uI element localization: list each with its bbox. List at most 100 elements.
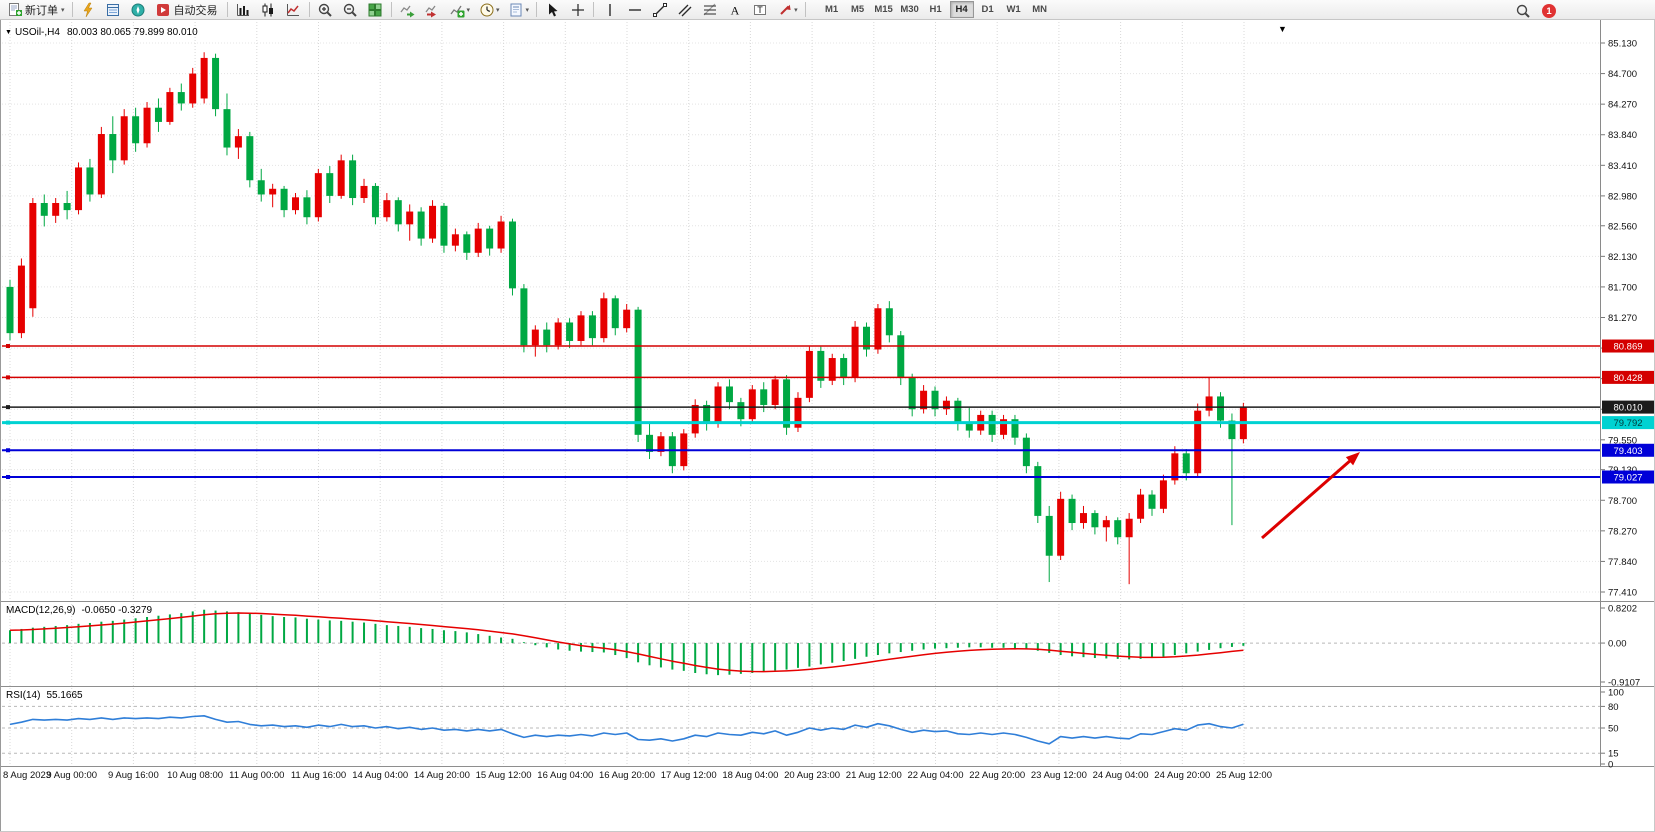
fibonacci-button[interactable] — [697, 1, 722, 19]
crosshair-icon — [569, 2, 586, 18]
bar-chart-icon — [235, 2, 252, 18]
svg-text:50: 50 — [1608, 724, 1619, 735]
notification-badge[interactable]: 1 — [1542, 4, 1556, 18]
time-scale[interactable] — [0, 768, 1655, 832]
timeframe-w1[interactable]: W1 — [1002, 1, 1026, 18]
svg-text:-0.9107: -0.9107 — [1608, 678, 1640, 689]
templates-button[interactable]: ▾ — [504, 1, 534, 19]
svg-text:77.840: 77.840 — [1608, 557, 1637, 568]
zoom-out-button[interactable] — [338, 1, 363, 19]
trendline-button[interactable] — [647, 1, 672, 19]
zoom-in-button[interactable] — [313, 1, 338, 19]
market-watch-button[interactable] — [101, 1, 126, 19]
indicators-button[interactable]: ▾ — [445, 1, 475, 19]
svg-text:0.00: 0.00 — [1608, 639, 1627, 650]
svg-text:83.840: 83.840 — [1608, 130, 1637, 141]
metaeditor-icon — [80, 2, 97, 18]
svg-text:23 Aug 12:00: 23 Aug 12:00 — [1031, 770, 1087, 781]
fibonacci-icon — [701, 2, 718, 18]
price-chart[interactable]: 85.130 84.700 84.270 83.840 83.410 82.980 82.5… — [0, 20, 1655, 832]
svg-text:81.700: 81.700 — [1608, 282, 1637, 293]
toolbar-separator — [226, 2, 228, 17]
svg-text:85.130: 85.130 — [1608, 39, 1637, 50]
svg-text:11 Aug 00:00: 11 Aug 00:00 — [229, 770, 284, 781]
timeframe-m15[interactable]: M15 — [872, 1, 896, 18]
svg-text:25 Aug 12:00: 25 Aug 12:00 — [1216, 770, 1272, 781]
trend-arrow[interactable] — [1261, 457, 1354, 540]
svg-text:84.700: 84.700 — [1608, 69, 1637, 80]
label-button[interactable]: T — [747, 1, 772, 19]
timeframe-mn[interactable]: MN — [1028, 1, 1052, 18]
toolbar-right: 1 — [1511, 2, 1556, 20]
horizontal-line-icon — [626, 2, 643, 18]
toolbar-separator — [536, 2, 538, 17]
svg-text:79.550: 79.550 — [1608, 435, 1637, 446]
zoom-in-icon — [317, 2, 334, 18]
svg-text:80.010: 80.010 — [1613, 403, 1642, 414]
autotrade-icon — [155, 2, 172, 18]
toolbar-separator — [804, 2, 806, 17]
toolbar: 新订单 ▾ 自动交易 ▾ ▾ ▾ A T ▾ M1 M5 M15 M30 H1 H4 D1 W1 MN 1 — [0, 0, 1655, 20]
timeframe-m1[interactable]: M1 — [820, 1, 844, 18]
auto-scroll-button[interactable] — [395, 1, 420, 19]
label-icon: T — [751, 2, 768, 18]
chart-window[interactable]: 85.130 84.700 84.270 83.840 83.410 82.980 82.5… — [0, 20, 1655, 832]
svg-text:0: 0 — [1608, 760, 1613, 771]
timeframe-h4[interactable]: H4 — [949, 1, 974, 18]
rsi-value: 55.1665 — [46, 690, 83, 701]
svg-text:9 Aug 16:00: 9 Aug 16:00 — [108, 770, 159, 781]
svg-text:14 Aug 04:00: 14 Aug 04:00 — [352, 770, 408, 781]
zoom-out-icon — [342, 2, 359, 18]
horizontal-line-button[interactable] — [622, 1, 647, 19]
toolbar-buttons: 新订单 ▾ 自动交易 ▾ ▾ ▾ A T ▾ — [2, 1, 809, 19]
timeframe-h1[interactable]: H1 — [924, 1, 948, 18]
timeframe-m30[interactable]: M30 — [898, 1, 922, 18]
svg-text:79.027: 79.027 — [1613, 473, 1642, 484]
search-icon[interactable] — [1511, 2, 1535, 20]
caret-down-icon: ▾ — [794, 6, 798, 14]
navigator-button[interactable] — [126, 1, 151, 19]
channel-button[interactable] — [672, 1, 697, 19]
svg-text:80.869: 80.869 — [1613, 342, 1642, 353]
caret-down-icon: ▾ — [61, 6, 65, 14]
level-price-label — [1602, 400, 1654, 414]
svg-text:79.403: 79.403 — [1613, 446, 1642, 457]
new-order-button[interactable]: 新订单 ▾ — [2, 1, 69, 19]
level-price-label — [1602, 370, 1654, 384]
arrows-button[interactable]: ▾ — [772, 1, 802, 19]
timeframe-d1[interactable]: D1 — [976, 1, 1000, 18]
svg-text:82.980: 82.980 — [1608, 191, 1637, 202]
svg-text:20 Aug 23:00: 20 Aug 23:00 — [784, 770, 840, 781]
metaeditor-button[interactable] — [76, 1, 101, 19]
chart-menu-icon[interactable]: ▼ — [1278, 24, 1287, 34]
toolbar-separator — [390, 2, 392, 17]
line-chart-button[interactable] — [281, 1, 306, 19]
template-icon — [508, 2, 525, 18]
autotrade-button[interactable]: 自动交易 — [151, 1, 224, 19]
bar-chart-button[interactable] — [231, 1, 256, 19]
arrow-symbol-icon — [776, 2, 793, 18]
periods-button[interactable]: ▾ — [474, 1, 504, 19]
svg-text:84.270: 84.270 — [1608, 100, 1637, 111]
clock-icon — [478, 2, 495, 18]
tile-windows-button[interactable] — [363, 1, 388, 19]
cursor-button[interactable] — [540, 1, 565, 19]
new-order-button-label: 新订单 — [25, 4, 58, 17]
rsi-label: RSI(14) 55.1665 — [6, 690, 83, 701]
candlestick-icon — [260, 2, 277, 18]
svg-text:8 Aug 2023: 8 Aug 2023 — [3, 770, 51, 781]
chart-shift-button[interactable] — [420, 1, 445, 19]
text-button[interactable]: A — [722, 1, 747, 19]
timeframe-group: M1 M5 M15 M30 H1 H4 D1 W1 MN — [819, 1, 1053, 18]
timeframe-m5[interactable]: M5 — [846, 1, 870, 18]
vertical-line-button[interactable] — [597, 1, 622, 19]
svg-text:17 Aug 12:00: 17 Aug 12:00 — [661, 770, 717, 781]
crosshair-button[interactable] — [565, 1, 590, 19]
svg-text:78.700: 78.700 — [1608, 496, 1637, 507]
ohlc-values: 80.003 80.065 79.899 80.010 — [66, 27, 198, 38]
svg-text:82.130: 82.130 — [1608, 252, 1637, 263]
collapse-icon[interactable]: ▼ — [5, 29, 12, 36]
candlestick-button[interactable] — [256, 1, 281, 19]
svg-text:15: 15 — [1608, 749, 1619, 760]
svg-text:22 Aug 04:00: 22 Aug 04:00 — [908, 770, 964, 781]
